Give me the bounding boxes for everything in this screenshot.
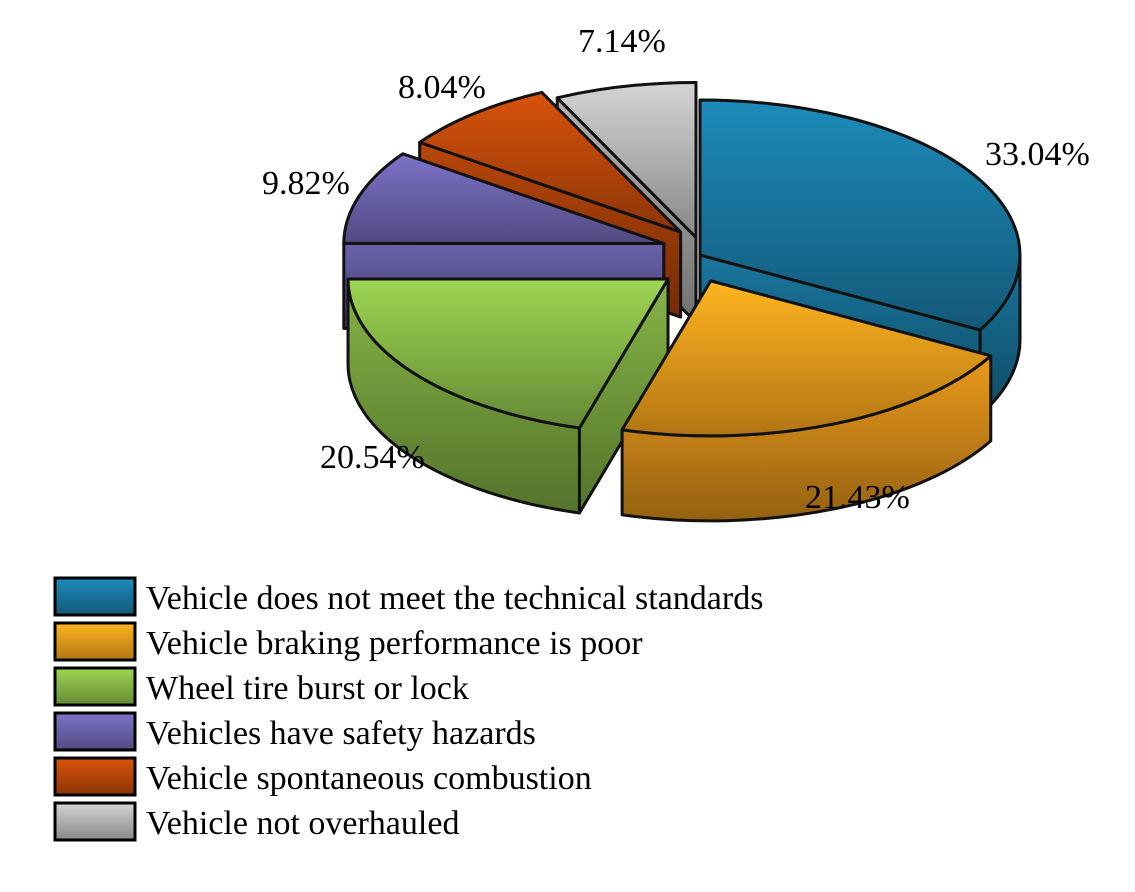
pct-label-3: 9.82% (262, 165, 350, 202)
legend-label-2: Wheel tire burst or lock (146, 670, 469, 707)
legend-swatch-4 (53, 756, 137, 797)
legend-label-4: Vehicle spontaneous combustion (146, 760, 592, 797)
pct-label-4: 8.04% (398, 69, 486, 106)
legend-label-1: Vehicle braking performance is poor (146, 625, 643, 662)
pct-label-5: 7.14% (578, 23, 666, 60)
legend-label-3: Vehicles have safety hazards (146, 715, 536, 752)
pct-label-1: 21.43% (805, 479, 910, 516)
legend-swatch-2 (53, 666, 137, 707)
legend: Vehicle does not meet the technical stan… (53, 576, 763, 842)
legend-swatch-1 (53, 621, 137, 662)
pct-label-0: 33.04% (985, 136, 1090, 173)
legend-label-5: Vehicle not overhauled (146, 805, 459, 842)
legend-swatch-5 (53, 801, 137, 842)
pie-slices (342, 80, 1022, 523)
pie-slice-1 (620, 279, 993, 523)
pie-slice-2 (346, 277, 670, 515)
legend-swatch-0 (53, 576, 137, 617)
pie-labels: 33.04% 21.43% 20.54% 9.82% 8.04% 7.14% (262, 23, 1090, 516)
legend-label-0: Vehicle does not meet the technical stan… (146, 580, 763, 617)
legend-swatch-3 (53, 711, 137, 752)
pct-label-2: 20.54% (320, 439, 425, 476)
